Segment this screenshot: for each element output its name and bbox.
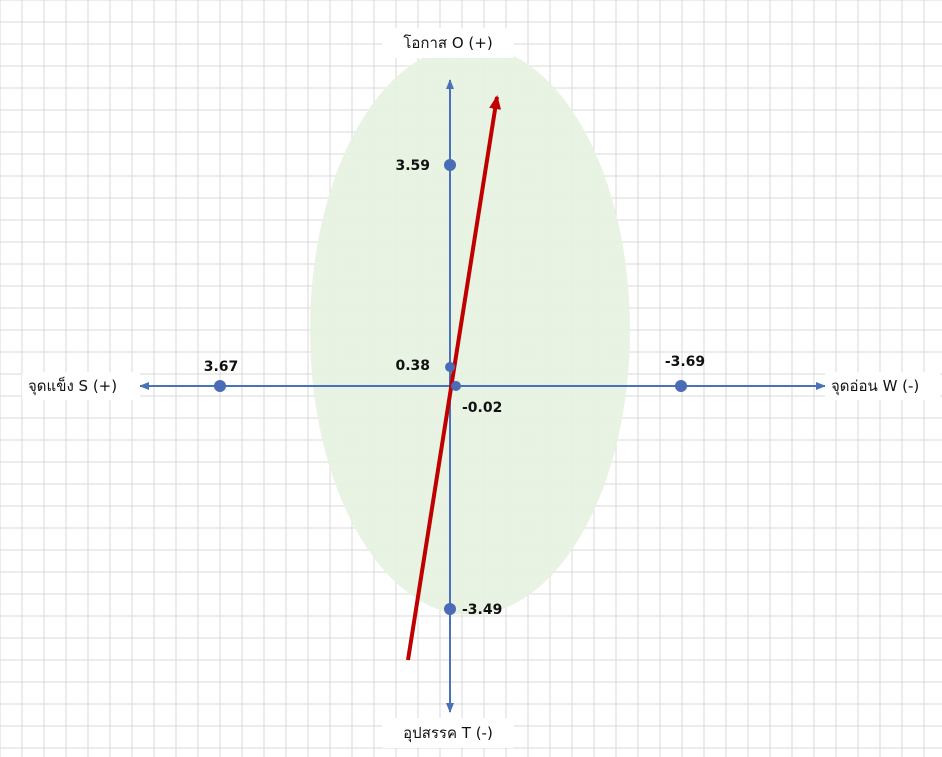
point-threat [444,603,456,615]
point-weakness [675,380,687,392]
axis-label-top: โอกาส O (+) [403,34,492,52]
point-horizontal-sum [451,381,461,391]
label-vertical-sum: 0.38 [395,358,430,374]
axis-label-left: จุดแข็ง S (+) [28,376,117,396]
point-strength [214,380,226,392]
label-horizontal-sum: -0.02 [462,400,502,416]
label-weakness: -3.69 [665,354,705,370]
point-opportunity [444,159,456,171]
strategy-region [310,45,630,615]
label-threat: -3.49 [462,602,502,618]
strategy-arrow [406,95,502,661]
label-strength: 3.67 [204,359,239,375]
point-vertical-sum [445,362,455,372]
axis-label-right: จุดอ่อน W (-) [831,377,919,396]
label-opportunity: 3.59 [395,158,430,174]
axis-label-bottom: อุปสรรค T (-) [403,724,493,743]
